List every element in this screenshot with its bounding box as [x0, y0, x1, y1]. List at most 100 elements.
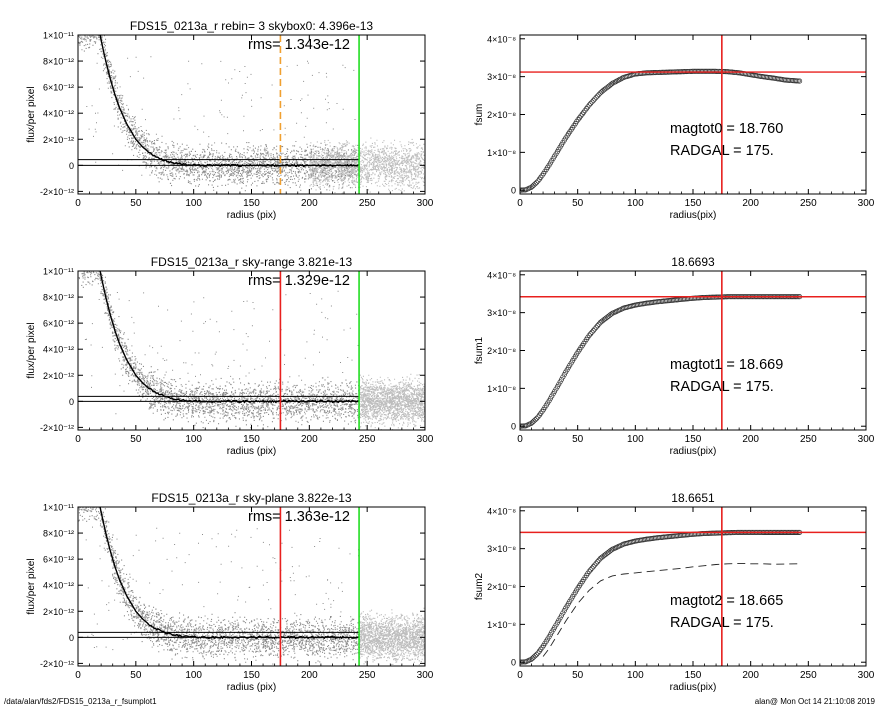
x-tick-label: 0 [75, 198, 81, 209]
y-tick-label: 1×10⁻¹¹ [43, 503, 74, 513]
plot-area [78, 507, 425, 666]
x-axis-label: radius(pix) [670, 446, 717, 457]
x-axis-label: radius (pix) [227, 446, 276, 457]
x-tick-label: 200 [301, 670, 318, 681]
y-axis-label: flux/per pixel [26, 86, 37, 142]
x-axis-label: radius(pix) [670, 210, 717, 221]
y-tick-label: 2×10⁻⁸ [487, 110, 516, 120]
y-tick-label: 3×10⁻⁸ [487, 72, 516, 82]
y-tick-label: 4×10⁻¹² [43, 581, 74, 591]
plot-area [78, 35, 425, 194]
x-tick-label: 200 [742, 198, 759, 209]
y-tick-label: 0 [511, 658, 516, 668]
y-tick-label: 6×10⁻¹² [43, 319, 74, 329]
mean-profile-line [99, 271, 360, 404]
x-tick-label: 0 [517, 434, 523, 445]
chart-panel-3: FDS15_0213a_r sky-range 3.821e-13 rms= 1.… [26, 255, 434, 457]
x-tick-label: 0 [517, 198, 523, 209]
x-tick-label: 150 [685, 198, 702, 209]
y-tick-label: 0 [69, 161, 74, 171]
mean-profile-line [99, 507, 360, 640]
x-tick-label: 150 [685, 670, 702, 681]
x-tick-label: 50 [572, 198, 584, 209]
footer-file-path: /data/alan/fds2/FDS15_0213a_r_fsumplot1 [4, 697, 157, 706]
x-tick-label: 100 [185, 670, 202, 681]
y-tick-label: 0 [511, 422, 516, 432]
outer-pixels [309, 137, 425, 194]
x-tick-label: 50 [572, 670, 584, 681]
x-tick-label: 300 [417, 670, 434, 681]
x-tick-label: 250 [800, 198, 817, 209]
mean-profile-line [99, 35, 360, 168]
y-tick-label: 2×10⁻¹² [43, 607, 74, 617]
x-tick-label: 250 [359, 198, 376, 209]
y-tick-label: 3×10⁻⁸ [487, 544, 516, 554]
x-tick-label: 50 [130, 670, 142, 681]
x-tick-label: 0 [75, 670, 81, 681]
y-tick-label: 8×10⁻¹² [43, 293, 74, 303]
y-tick-label: 6×10⁻¹² [43, 83, 74, 93]
rms-annotation: rms= 1.343e-12 [248, 37, 350, 53]
axes-frame [519, 270, 867, 431]
y-axis-label: flux/per pixel [26, 322, 37, 378]
x-tick-label: 100 [627, 198, 644, 209]
x-tick-label: 100 [185, 434, 202, 445]
radgal-annotation: RADGAL = 175. [670, 379, 774, 395]
y-tick-label: 8×10⁻¹² [43, 529, 74, 539]
scatter-points [78, 271, 425, 430]
chart-panel-2: magtot0 = 18.760 RADGAL = 175. 0 50 100 150 20… [474, 34, 875, 221]
y-tick-label: 1×10⁻⁸ [487, 148, 516, 158]
x-axis-label: radius(pix) [670, 682, 717, 693]
magtot-annotation: magtot2 = 18.665 [670, 593, 783, 609]
y-tick-label: 0 [69, 633, 74, 643]
plot-area [520, 507, 866, 666]
panel-title: 18.6693 [671, 255, 715, 269]
x-tick-label: 100 [627, 434, 644, 445]
x-tick-label: 300 [858, 198, 875, 209]
y-tick-label: 4×10⁻⁸ [487, 506, 516, 516]
x-tick-label: 50 [572, 434, 584, 445]
chart-panel-5: FDS15_0213a_r sky-plane 3.822e-13 rms= 1.… [26, 491, 434, 693]
x-axis-label: radius (pix) [227, 210, 276, 221]
y-tick-label: -2×10⁻¹² [40, 659, 74, 669]
y-tick-label: -2×10⁻¹² [40, 187, 74, 197]
x-tick-label: 100 [185, 198, 202, 209]
y-tick-label: 1×10⁻⁸ [487, 384, 516, 394]
x-tick-label: 0 [517, 670, 523, 681]
x-tick-label: 0 [75, 434, 81, 445]
y-tick-label: 2×10⁻⁸ [487, 346, 516, 356]
panel-title: FDS15_0213a_r rebin= 3 skybox0: 4.396e-1… [130, 19, 373, 33]
x-tick-label: 300 [858, 670, 875, 681]
y-tick-label: 1×10⁻¹¹ [43, 267, 74, 277]
y-tick-label: 4×10⁻⁸ [487, 270, 516, 280]
x-tick-label: 150 [243, 670, 260, 681]
chart-panel-6: 18.6651 magtot2 = 18.665 RADGAL = 175. 0 50 1… [474, 491, 875, 693]
x-tick-label: 250 [359, 434, 376, 445]
panel-title: FDS15_0213a_r sky-plane 3.822e-13 [151, 491, 351, 505]
y-tick-label: 3×10⁻⁸ [487, 308, 516, 318]
x-tick-label: 50 [130, 434, 142, 445]
plot-area [520, 35, 866, 194]
panel-title: FDS15_0213a_r sky-range 3.821e-13 [151, 255, 353, 269]
x-tick-label: 200 [742, 670, 759, 681]
y-tick-label: 0 [511, 186, 516, 196]
y-tick-label: 2×10⁻¹² [43, 371, 74, 381]
y-tick-label: -2×10⁻¹² [40, 423, 74, 433]
y-tick-label: 1×10⁻⁸ [487, 620, 516, 630]
sky-pixels [78, 271, 361, 429]
y-axis-label: fsum [474, 104, 485, 126]
y-axis-label: flux/per pixel [26, 558, 37, 614]
radgal-annotation: RADGAL = 175. [670, 615, 774, 631]
panel-title: 18.6651 [671, 491, 715, 505]
x-tick-label: 300 [417, 198, 434, 209]
x-tick-label: 300 [417, 434, 434, 445]
x-tick-label: 50 [130, 198, 142, 209]
x-tick-label: 200 [301, 434, 318, 445]
x-tick-label: 150 [243, 434, 260, 445]
rms-annotation: rms= 1.363e-12 [248, 509, 350, 525]
x-tick-label: 100 [627, 670, 644, 681]
outer-pixels [359, 607, 425, 666]
axes-frame [519, 34, 867, 195]
axes-frame [519, 506, 867, 667]
